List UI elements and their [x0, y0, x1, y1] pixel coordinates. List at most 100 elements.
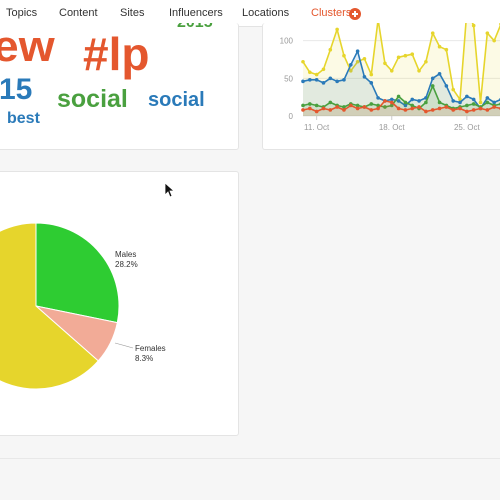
series-point [301, 59, 305, 64]
pie-label-males-percent: 28.2% [115, 260, 138, 269]
series-point [321, 67, 326, 72]
wordcloud-word: best [7, 110, 40, 127]
series-point [478, 100, 483, 105]
wordcloud-word: social [57, 85, 128, 113]
series-point [451, 108, 456, 112]
line-chart-card: 0 50 100 11. Oct 18. Oct 25. Oct [262, 23, 500, 150]
series-point [314, 103, 319, 108]
series-point [424, 59, 428, 64]
series-point [348, 69, 353, 73]
series-point [444, 105, 449, 109]
pie-label-connector [114, 342, 134, 349]
series-point [492, 38, 496, 43]
series-point [424, 109, 428, 114]
series-point [328, 100, 333, 105]
series-point [376, 96, 380, 100]
series-point [417, 99, 421, 103]
series-point [396, 94, 401, 99]
series-point [485, 31, 490, 35]
series-point [308, 78, 312, 82]
series-point [471, 23, 476, 28]
series-point [355, 103, 360, 108]
gender-pie-card: Males 28.2% Females 8.3% [0, 171, 239, 436]
pie-slice [0, 222, 99, 390]
wordcloud-word: #lp [83, 28, 150, 80]
series-point [342, 53, 346, 58]
series-point [437, 72, 442, 76]
series-point [396, 55, 401, 60]
nav-tab-clusters[interactable]: Clusters [311, 7, 352, 19]
x-tick-label: 18. Oct [379, 123, 406, 132]
series-point [362, 56, 367, 61]
series-point [444, 84, 449, 88]
series-point [478, 106, 483, 111]
nav-tab-locations[interactable]: Locations [242, 7, 290, 19]
series-point [389, 103, 394, 108]
add-cluster-plus-icon[interactable] [349, 8, 361, 20]
series-point [403, 108, 408, 112]
series-point [410, 103, 415, 108]
top-nav: Topics Content Sites Influencers Locatio… [0, 0, 500, 27]
series-point [465, 109, 469, 114]
series-point [383, 99, 387, 103]
series-point [485, 100, 490, 105]
series-point [485, 96, 490, 100]
series-point [342, 105, 346, 109]
series-point [458, 106, 462, 111]
series-point [437, 44, 442, 49]
series-point [437, 100, 442, 105]
nav-tab-influencers[interactable]: Influencers [169, 7, 223, 19]
series-point [328, 108, 333, 112]
series-point [465, 94, 469, 99]
series-point [348, 103, 353, 108]
series-point [403, 103, 408, 108]
line-chart: 0 50 100 11. Oct 18. Oct 25. Oct [280, 23, 500, 132]
mouse-cursor-icon [164, 182, 174, 198]
pie-label-males: Males 28.2% [115, 250, 138, 270]
series-point [369, 81, 374, 85]
series-point [314, 109, 319, 114]
series-point [362, 75, 367, 79]
series-point [417, 105, 421, 109]
series-point [451, 99, 456, 103]
series-point [437, 106, 442, 111]
series-line [302, 23, 500, 104]
series-point [389, 97, 394, 102]
series-point [430, 108, 435, 112]
nav-tab-sites[interactable]: Sites [120, 7, 145, 19]
series-point [369, 108, 374, 112]
series-point [383, 61, 387, 66]
series-point [314, 78, 319, 82]
series-point [444, 47, 449, 52]
series-point [410, 52, 415, 57]
series-point [492, 105, 496, 109]
series-area [303, 23, 500, 116]
series-area [303, 51, 500, 116]
pie-label-females-percent: 8.3% [135, 354, 154, 363]
series-point [430, 84, 435, 88]
series-point [430, 31, 435, 35]
nav-tab-content[interactable]: Content [59, 7, 98, 19]
series-point [369, 72, 374, 77]
series-point [335, 27, 339, 32]
series-point [383, 105, 387, 109]
series-point [355, 106, 360, 111]
series-point [410, 97, 415, 102]
series-point [314, 72, 319, 77]
series-point [451, 87, 456, 92]
series-point [321, 106, 326, 111]
series-point [465, 103, 469, 108]
series-point [355, 59, 360, 64]
x-tick-label: 25. Oct [454, 123, 481, 132]
series-point [458, 97, 462, 102]
wordcloud-card: ew #lp 2015 15 social social best [0, 23, 239, 150]
series-point [485, 108, 490, 112]
series-point [471, 102, 476, 106]
series-point [308, 106, 312, 111]
series-point [355, 49, 360, 54]
wordcloud-word: social [148, 89, 205, 111]
nav-tab-topics[interactable]: Topics [6, 7, 38, 19]
series-point [471, 97, 476, 102]
series-point [321, 81, 326, 85]
pie-label-females-name: Females [135, 344, 166, 353]
